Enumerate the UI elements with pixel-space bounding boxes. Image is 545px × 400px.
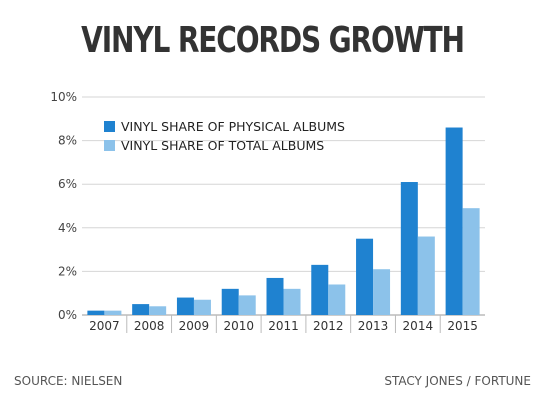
bar-physical-2011 [266, 277, 284, 315]
y-tick-label: 4% [58, 221, 77, 235]
bar-physical-2008 [132, 304, 150, 315]
legend-label: VINYL SHARE OF PHYSICAL ALBUMS [121, 119, 345, 134]
legend-label: VINYL SHARE OF TOTAL ALBUMS [121, 138, 324, 153]
bar-total-2009 [193, 299, 211, 315]
x-tick-label: 2011 [268, 319, 299, 333]
bar-physical-2015 [445, 127, 463, 316]
bar-total-2008 [149, 306, 167, 315]
bar-physical-2009 [176, 297, 194, 315]
bar-total-2014 [417, 236, 435, 315]
bar-total-2011 [283, 288, 301, 315]
y-tick-label: 6% [58, 177, 77, 191]
bar-total-2015 [462, 208, 480, 315]
bar-physical-2013 [356, 238, 374, 315]
x-tick-label: 2012 [313, 319, 344, 333]
bar-physical-2014 [400, 182, 418, 315]
bar-physical-2010 [221, 288, 239, 315]
bar-total-2010 [238, 295, 256, 315]
bar-total-2013 [373, 269, 391, 315]
credit-note: STACY JONES / FORTUNE [384, 374, 531, 388]
legend-swatch [104, 140, 115, 151]
chart-title: VINYL RECORDS GROWTH [81, 20, 465, 61]
x-tick-label: 2013 [358, 319, 389, 333]
x-tick-label: 2010 [223, 319, 254, 333]
source-note: SOURCE: NIELSEN [14, 374, 123, 388]
bar-physical-2012 [311, 264, 329, 315]
y-tick-label: 8% [58, 134, 77, 148]
bar-physical-2007 [87, 310, 105, 315]
y-tick-label: 10% [50, 90, 77, 104]
x-tick-label: 2015 [447, 319, 478, 333]
legend-swatch [104, 121, 115, 132]
y-tick-label: 2% [58, 264, 77, 278]
x-tick-label: 2007 [89, 319, 120, 333]
y-tick-label: 0% [58, 308, 77, 322]
x-tick-label: 2009 [179, 319, 210, 333]
bar-total-2007 [104, 310, 122, 315]
x-tick-label: 2014 [403, 319, 434, 333]
bar-total-2012 [328, 284, 346, 315]
x-tick-label: 2008 [134, 319, 165, 333]
